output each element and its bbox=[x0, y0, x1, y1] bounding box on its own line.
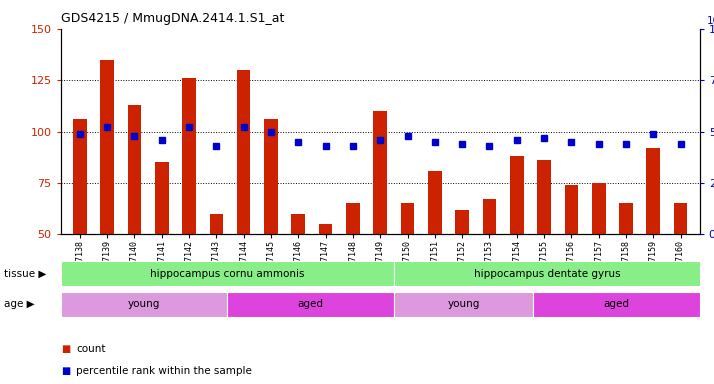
Text: count: count bbox=[76, 344, 106, 354]
Bar bbox=[61, 292, 227, 317]
Text: age ▶: age ▶ bbox=[4, 299, 34, 310]
Bar bbox=[73, 119, 86, 234]
Bar bbox=[456, 210, 469, 234]
Bar bbox=[646, 148, 660, 234]
Text: ■: ■ bbox=[61, 366, 70, 376]
Text: tissue ▶: tissue ▶ bbox=[4, 268, 46, 279]
Bar bbox=[537, 160, 551, 234]
Bar bbox=[394, 261, 700, 286]
Text: GDS4215 / MmugDNA.2414.1.S1_at: GDS4215 / MmugDNA.2414.1.S1_at bbox=[61, 12, 284, 25]
Bar bbox=[394, 292, 533, 317]
Bar bbox=[592, 183, 605, 234]
Bar bbox=[674, 204, 688, 234]
Text: hippocampus dentate gyrus: hippocampus dentate gyrus bbox=[473, 268, 620, 279]
Bar bbox=[128, 105, 141, 234]
Text: young: young bbox=[128, 299, 160, 310]
Bar bbox=[510, 156, 523, 234]
Bar bbox=[291, 214, 305, 234]
Bar bbox=[401, 204, 414, 234]
Bar bbox=[61, 261, 394, 286]
Bar bbox=[619, 204, 633, 234]
Bar bbox=[264, 119, 278, 234]
Bar bbox=[209, 214, 223, 234]
Bar bbox=[318, 224, 333, 234]
Bar bbox=[100, 60, 114, 234]
Bar bbox=[346, 204, 360, 234]
Text: 100%: 100% bbox=[707, 16, 714, 26]
Bar bbox=[373, 111, 387, 234]
Bar bbox=[483, 199, 496, 234]
Bar bbox=[182, 78, 196, 234]
Bar bbox=[227, 292, 394, 317]
Text: aged: aged bbox=[298, 299, 323, 310]
Bar bbox=[533, 292, 700, 317]
Text: percentile rank within the sample: percentile rank within the sample bbox=[76, 366, 252, 376]
Text: hippocampus cornu ammonis: hippocampus cornu ammonis bbox=[150, 268, 305, 279]
Bar bbox=[428, 170, 442, 234]
Text: ■: ■ bbox=[61, 344, 70, 354]
Bar bbox=[565, 185, 578, 234]
Text: young: young bbox=[448, 299, 480, 310]
Bar bbox=[237, 70, 251, 234]
Text: aged: aged bbox=[603, 299, 629, 310]
Bar bbox=[155, 162, 169, 234]
